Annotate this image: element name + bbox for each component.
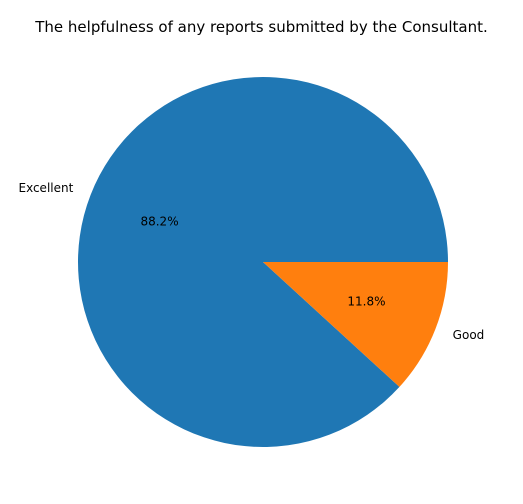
pie-slice-good — [263, 262, 448, 387]
chart-title: The helpfulness of any reports submitted… — [35, 18, 488, 36]
slice-label-good: Good — [453, 328, 485, 342]
slice-label-excellent: Excellent — [18, 181, 73, 195]
slice-percent-excellent: 88.2% — [140, 214, 178, 228]
slice-percent-good: 11.8% — [347, 295, 385, 309]
